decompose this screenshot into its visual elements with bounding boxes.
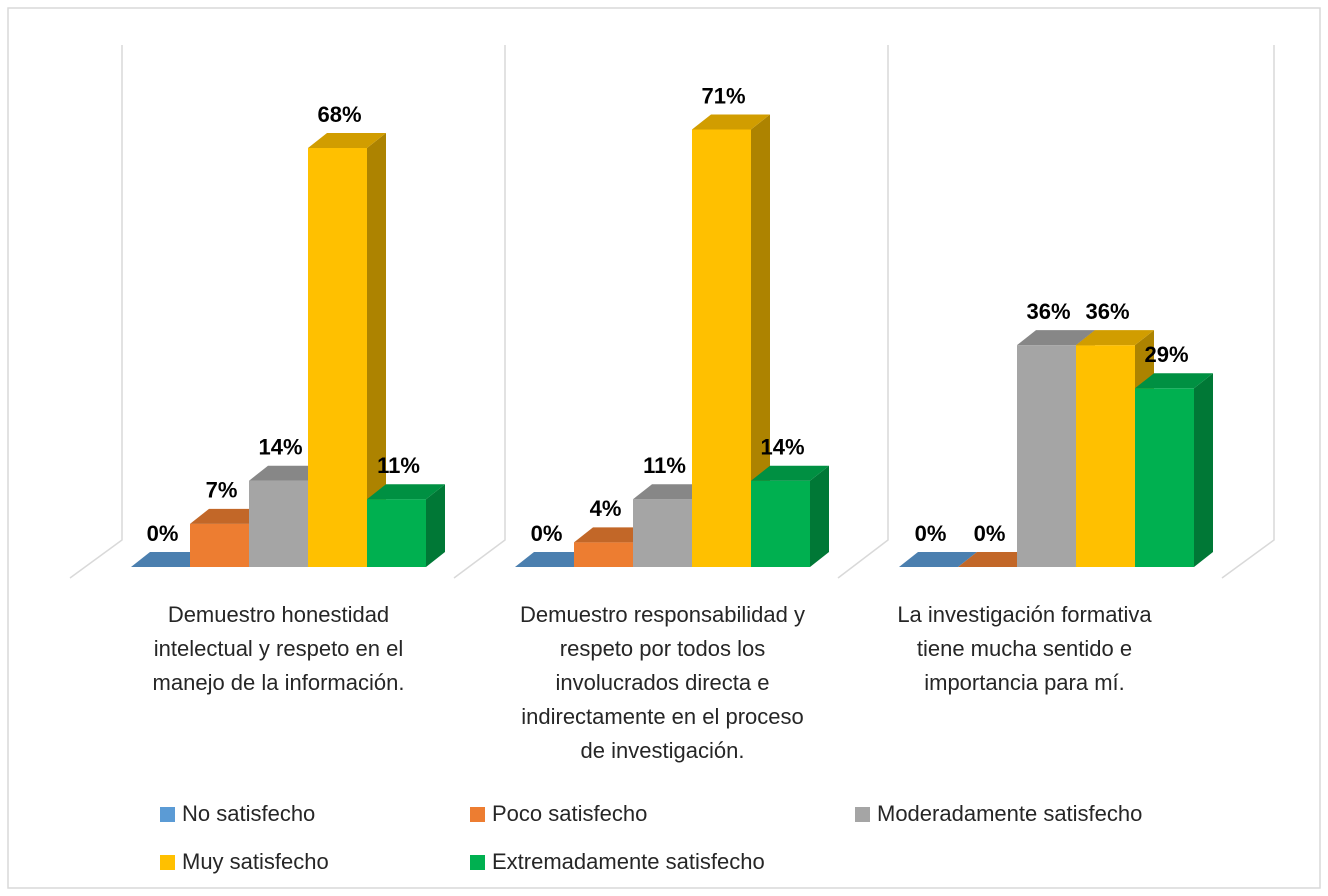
walls <box>69 45 1275 579</box>
value-label: 4% <box>590 496 622 521</box>
bar-front <box>190 523 249 567</box>
bar-front <box>1076 345 1135 567</box>
bar <box>751 465 829 567</box>
bar-front <box>574 542 633 567</box>
legend-label: Muy satisfecho <box>182 849 329 874</box>
bar-top <box>515 552 593 567</box>
bar-side <box>810 465 829 567</box>
bar <box>515 552 593 567</box>
bar-top <box>692 114 770 130</box>
bar <box>899 552 977 567</box>
bar-top <box>751 465 829 481</box>
x-tick-label: Demuestro honestidad intelectual y respe… <box>152 602 405 695</box>
legend-swatch <box>470 854 485 870</box>
bar-side <box>426 484 445 567</box>
value-label: 0% <box>974 521 1006 546</box>
value-label: 14% <box>760 435 804 460</box>
bar-front <box>308 147 367 567</box>
bar-top <box>633 484 711 500</box>
bar-top <box>899 552 977 567</box>
legend-item: Muy satisfecho <box>160 849 329 875</box>
bar-side <box>367 132 386 567</box>
value-label: 0% <box>531 521 563 546</box>
value-label: 11% <box>643 453 686 478</box>
value-label: 0% <box>915 521 947 546</box>
bar-front <box>1017 345 1076 567</box>
bar <box>131 552 209 567</box>
legend-label: Moderadamente satisfecho <box>877 801 1143 826</box>
bar-top <box>1017 330 1095 346</box>
bar-top <box>249 465 327 481</box>
legend-item: Extremadamente satisfecho <box>470 849 765 875</box>
value-label: 71% <box>701 83 745 108</box>
bar-front <box>1135 388 1194 567</box>
bar <box>1135 373 1213 567</box>
legend-swatch <box>855 806 870 822</box>
bar-top <box>1076 330 1154 346</box>
legend-swatch <box>160 854 175 870</box>
value-label: 36% <box>1026 299 1070 324</box>
bar-side <box>1194 373 1213 567</box>
bar-top <box>574 527 652 543</box>
legend-label: Poco satisfecho <box>492 801 648 826</box>
legend-item: No satisfecho <box>160 801 315 827</box>
bar-top <box>1135 373 1213 389</box>
value-label: 11% <box>377 453 420 478</box>
bar-front <box>751 480 810 567</box>
value-label: 14% <box>258 435 302 460</box>
bar-front <box>692 129 751 567</box>
legend-label: Extremadamente satisfecho <box>492 849 765 874</box>
x-tick-label: Demuestro responsabilidad y respeto por … <box>520 602 805 763</box>
value-label: 36% <box>1085 299 1129 324</box>
bar <box>692 114 770 568</box>
value-label: 7% <box>206 478 238 503</box>
bar-front <box>633 499 692 567</box>
legend-label: No satisfecho <box>182 801 316 826</box>
bar-top <box>131 552 209 567</box>
legend-swatch <box>470 806 485 822</box>
bar-side <box>751 114 770 568</box>
legend-item: Poco satisfecho <box>470 801 647 827</box>
bar-top <box>958 552 1036 567</box>
bar <box>958 552 1036 567</box>
value-label: 29% <box>1144 342 1188 367</box>
value-label: 68% <box>317 102 361 127</box>
bar-top <box>190 508 268 524</box>
bar <box>308 132 386 567</box>
bar-top <box>308 132 386 148</box>
bar-top <box>367 484 445 500</box>
bar-front <box>249 480 308 567</box>
x-tick-label: La investigación formativa tiene mucha s… <box>897 602 1152 695</box>
bar <box>367 484 445 567</box>
legend-swatch <box>160 806 175 822</box>
legend-item: Moderadamente satisfecho <box>855 801 1142 827</box>
value-label: 0% <box>147 521 179 546</box>
bar-front <box>367 499 426 567</box>
